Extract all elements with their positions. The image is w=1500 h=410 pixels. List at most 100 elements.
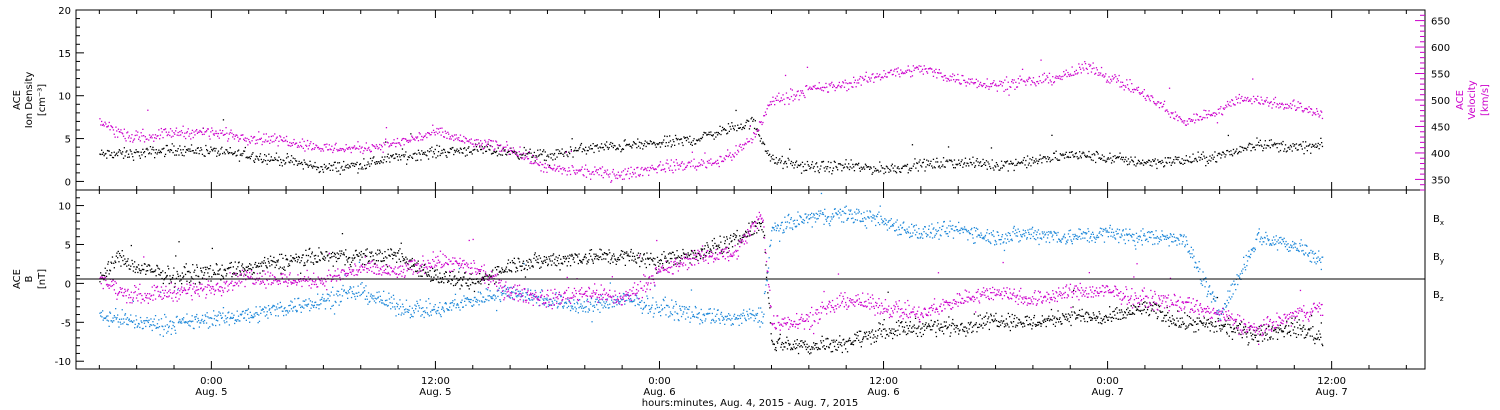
- point-velocity: [324, 143, 326, 146]
- point-bx: [401, 256, 404, 258]
- point-bx: [1214, 321, 1217, 323]
- point-bx: [180, 279, 182, 281]
- point-bx: [1195, 331, 1197, 333]
- point-density: [313, 165, 315, 168]
- point-density: [908, 169, 910, 171]
- point-bx: [1286, 320, 1288, 322]
- point-bx: [157, 267, 159, 269]
- point-density: [939, 167, 941, 169]
- point-density: [432, 151, 435, 153]
- point-bx: [154, 270, 156, 273]
- point-velocity: [1183, 122, 1185, 124]
- point-bx: [127, 258, 129, 260]
- point-bx: [1030, 319, 1032, 321]
- point-density: [714, 132, 716, 134]
- point-velocity: [975, 78, 977, 80]
- point-velocity: [585, 164, 587, 166]
- point-velocity: [1250, 98, 1252, 100]
- point-density: [276, 159, 278, 161]
- x-tick-time-label: 0:00: [648, 376, 670, 387]
- point-bx: [716, 248, 719, 250]
- point-density: [894, 165, 896, 167]
- point-bx: [726, 238, 728, 240]
- point-density: [136, 151, 138, 153]
- point-density: [757, 130, 759, 132]
- point-velocity: [1181, 121, 1183, 123]
- point-bx: [438, 282, 440, 284]
- point-density: [853, 166, 855, 168]
- point-bx: [1201, 322, 1204, 324]
- point-velocity: [1063, 74, 1066, 76]
- point-bx: [1113, 310, 1115, 312]
- point-density: [464, 147, 466, 149]
- point-bx: [748, 222, 750, 224]
- point-density: [800, 172, 803, 174]
- point-density: [924, 170, 926, 172]
- point-velocity: [611, 171, 614, 173]
- point-bx: [283, 268, 285, 270]
- point-density: [1060, 154, 1062, 156]
- point-bx: [489, 275, 491, 277]
- point-bx: [1022, 326, 1024, 328]
- point-velocity: [164, 128, 167, 130]
- point-bx: [790, 349, 792, 351]
- point-bx: [515, 266, 517, 269]
- point-density: [568, 151, 570, 153]
- point-velocity: [601, 166, 604, 168]
- point-density: [322, 168, 324, 171]
- point-density: [359, 163, 362, 165]
- point-density: [221, 146, 223, 148]
- point-velocity: [168, 131, 170, 133]
- point-bx: [1235, 321, 1237, 323]
- point-velocity: [1104, 75, 1106, 77]
- point-velocity: [983, 83, 985, 85]
- point-velocity: [124, 137, 126, 140]
- point-velocity: [198, 131, 200, 133]
- point-bx: [1223, 324, 1225, 326]
- point-velocity: [583, 175, 585, 177]
- point-velocity: [409, 141, 411, 143]
- point-velocity: [1088, 63, 1090, 65]
- point-velocity: [1163, 103, 1165, 105]
- point-bx: [811, 346, 813, 348]
- point-velocity: [1314, 112, 1316, 114]
- point-bx: [918, 325, 920, 327]
- point-bx: [1003, 320, 1005, 322]
- point-bx: [488, 274, 491, 276]
- point-density: [548, 164, 551, 167]
- point-velocity: [1008, 94, 1010, 96]
- point-velocity: [426, 136, 428, 139]
- point-density: [256, 156, 258, 158]
- point-bx: [297, 259, 299, 261]
- point-bx: [1273, 329, 1275, 331]
- point-velocity: [741, 149, 743, 151]
- point-density: [194, 152, 196, 154]
- point-bx: [735, 236, 737, 239]
- point-bx: [631, 259, 633, 261]
- point-velocity: [681, 161, 683, 163]
- point-density: [433, 153, 435, 155]
- point-density: [385, 141, 387, 143]
- point-density: [623, 140, 625, 142]
- point-bx: [1103, 316, 1106, 318]
- point-bx: [292, 257, 294, 259]
- point-bx: [104, 267, 106, 269]
- point-density: [1305, 141, 1307, 143]
- point-velocity: [714, 162, 716, 164]
- point-density: [727, 132, 729, 134]
- point-bx: [1132, 312, 1134, 315]
- point-bx: [729, 237, 731, 239]
- point-bx: [342, 253, 344, 256]
- point-bx: [225, 275, 227, 277]
- point-velocity: [494, 148, 496, 150]
- point-bx: [662, 267, 664, 269]
- point-velocity: [263, 133, 265, 135]
- point-velocity: [877, 76, 879, 78]
- point-bx: [520, 269, 523, 272]
- point-velocity: [806, 85, 808, 87]
- point-velocity: [579, 169, 581, 171]
- point-velocity: [990, 85, 993, 88]
- point-velocity: [645, 168, 647, 170]
- point-bx: [1280, 330, 1283, 332]
- point-velocity: [895, 68, 898, 70]
